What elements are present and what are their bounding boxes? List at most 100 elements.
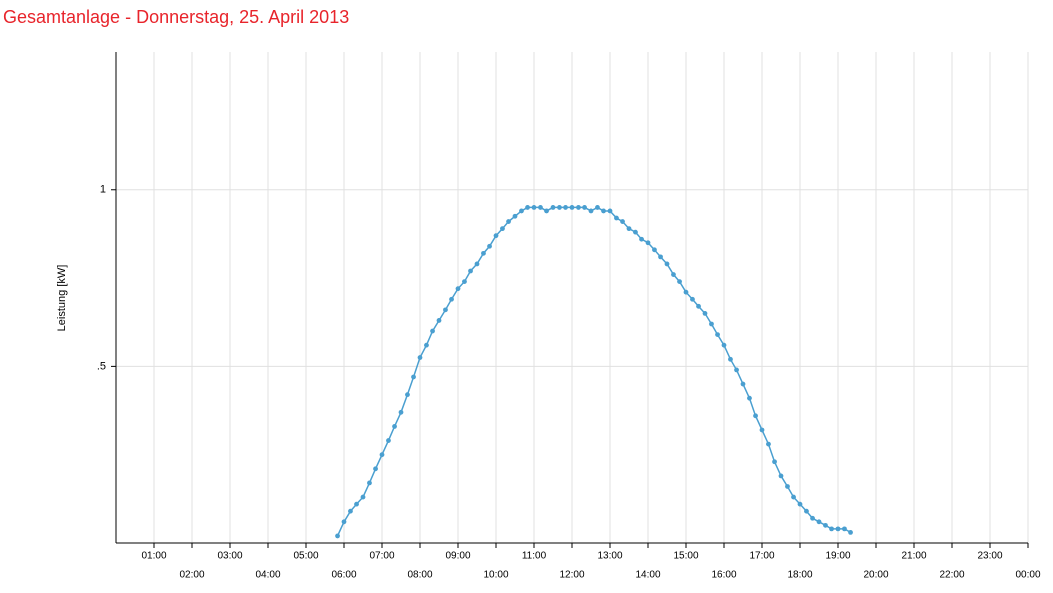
data-point <box>766 441 771 447</box>
data-point <box>734 367 739 373</box>
data-point <box>398 409 404 415</box>
data-point <box>740 381 746 387</box>
data-point <box>721 342 727 348</box>
y-tick-label: .5 <box>97 360 106 372</box>
data-point <box>373 466 378 472</box>
data-point <box>335 533 340 539</box>
x-tick-label: 05:00 <box>293 551 318 562</box>
data-point <box>519 208 524 214</box>
data-point <box>677 279 682 285</box>
data-point <box>785 484 790 489</box>
data-point <box>696 303 701 309</box>
data-point <box>842 526 847 532</box>
data-point <box>664 261 670 267</box>
data-point <box>804 508 809 514</box>
data-point <box>753 413 758 419</box>
data-point <box>848 530 853 535</box>
data-point <box>379 452 385 458</box>
x-tick-label: 18:00 <box>787 570 812 581</box>
x-tick-label: 06:00 <box>331 570 356 581</box>
data-point <box>411 374 416 380</box>
data-point <box>531 205 537 210</box>
data-point <box>360 494 366 500</box>
data-point <box>367 480 372 486</box>
data-point <box>468 268 473 274</box>
data-point <box>816 519 822 525</box>
data-point <box>525 205 530 210</box>
x-tick-label: 17:00 <box>749 551 774 562</box>
data-point <box>462 279 467 285</box>
x-tick-label: 20:00 <box>863 570 888 581</box>
data-point <box>778 473 784 479</box>
data-point <box>715 332 720 337</box>
data-point <box>392 424 397 429</box>
x-tick-label: 15:00 <box>673 551 698 562</box>
data-point <box>354 501 359 507</box>
data-point <box>506 219 511 224</box>
x-tick-label: 22:00 <box>939 570 964 581</box>
x-tick-label: 12:00 <box>559 570 584 581</box>
data-point <box>626 226 632 232</box>
x-tick-label: 19:00 <box>825 551 850 562</box>
data-point <box>424 342 429 348</box>
data-point <box>481 250 486 256</box>
x-tick-label: 09:00 <box>445 551 470 562</box>
data-point <box>829 526 834 532</box>
data-point <box>386 438 391 443</box>
x-tick-label: 08:00 <box>407 570 432 581</box>
data-point <box>671 272 676 277</box>
data-point <box>607 208 613 214</box>
data-point <box>620 219 625 224</box>
data-point <box>341 519 347 525</box>
x-tick-label: 10:00 <box>483 570 508 581</box>
x-tick-label: 07:00 <box>369 551 394 562</box>
data-point <box>436 318 442 323</box>
x-tick-label: 01:00 <box>141 551 166 562</box>
x-tick-label: 11:00 <box>522 551 547 562</box>
x-tick-label: 03:00 <box>217 551 242 562</box>
data-point <box>683 289 689 295</box>
data-point <box>759 427 765 433</box>
data-point <box>582 205 587 210</box>
data-point <box>544 208 549 214</box>
data-point <box>348 508 353 514</box>
x-tick-label: 02:00 <box>179 570 204 581</box>
data-point <box>709 321 714 327</box>
data-point <box>658 254 663 260</box>
data-point <box>690 296 695 302</box>
data-line <box>336 206 851 537</box>
y-tick-label: 1 <box>100 184 106 196</box>
x-tick-label: 04:00 <box>255 570 280 581</box>
x-tick-label: 23:00 <box>977 551 1002 562</box>
y-axis-label: Leistung [kW] <box>56 265 68 332</box>
x-tick-label: 21:00 <box>901 551 926 562</box>
data-point <box>652 247 657 253</box>
data-point <box>633 229 638 235</box>
data-point <box>639 236 644 242</box>
data-point <box>569 205 575 210</box>
data-point <box>512 213 518 219</box>
data-point <box>538 205 543 210</box>
data-point <box>474 261 480 267</box>
data-point <box>747 395 752 401</box>
data-point <box>588 208 594 214</box>
data-point <box>797 501 803 507</box>
data-point <box>772 459 777 465</box>
data-point <box>550 205 556 210</box>
data-point <box>835 526 841 532</box>
x-tick-label: 13:00 <box>597 551 622 562</box>
x-tick-label: 16:00 <box>711 570 736 581</box>
data-point <box>728 356 733 362</box>
data-point <box>449 296 454 302</box>
data-point <box>430 328 435 334</box>
chart-title: Gesamtanlage - Donnerstag, 25. April 201… <box>3 7 349 27</box>
data-point <box>563 205 568 210</box>
data-point <box>443 307 448 313</box>
data-point <box>614 215 619 221</box>
data-point <box>576 205 581 210</box>
data-point <box>823 522 828 528</box>
x-tick-label: 00:00 <box>1015 570 1040 581</box>
data-point <box>702 310 708 316</box>
data-point <box>405 392 410 398</box>
